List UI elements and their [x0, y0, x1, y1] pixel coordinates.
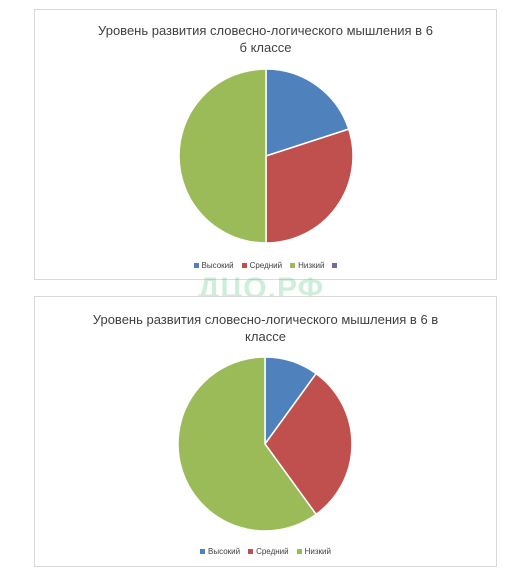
legend-swatch: [248, 549, 254, 554]
legend-label: Низкий: [298, 261, 325, 270]
legend: Высокий Средний Низкий: [35, 261, 496, 270]
chart-title-line: классе: [245, 329, 286, 344]
legend-label: Низкий: [304, 547, 331, 556]
chart-title: Уровень развития словесно-логического мы…: [83, 22, 448, 56]
legend-item-low: Низкий: [296, 547, 331, 556]
legend-item-high: Высокий: [200, 547, 240, 556]
legend-swatch: [290, 263, 296, 268]
chart-title-line: б классе: [239, 40, 292, 55]
pie-chart-6v: Уровень развития словесно-логического мы…: [34, 296, 497, 567]
legend-swatch: [296, 549, 302, 554]
legend: Высокий Средний Низкий: [35, 547, 496, 556]
legend-item-series-3: [332, 263, 338, 268]
legend-label: Средний: [256, 547, 289, 556]
legend-item-medium: Средний: [241, 261, 283, 270]
legend-item-low: Низкий: [290, 261, 324, 270]
pie-slice-low: [178, 68, 267, 244]
chart-title: Уровень развития словесно-логического мы…: [75, 311, 456, 345]
pie-slice-high: [265, 68, 350, 158]
legend-swatch: [193, 263, 199, 268]
legend-swatch: [200, 549, 206, 554]
legend-label: Высокий: [208, 547, 241, 556]
pie-slice-low: [177, 356, 318, 532]
chart-title-line: Уровень развития словесно-логического мы…: [98, 23, 433, 38]
chart-title-line: Уровень развития словесно-логического мы…: [92, 312, 439, 327]
legend-label: Высокий: [201, 261, 234, 270]
pie-plot-area: [178, 68, 354, 244]
pie-slice-medium: [264, 372, 353, 516]
pie-plot-area: [177, 356, 353, 532]
legend-swatch: [332, 263, 338, 268]
legend-item-high: Высокий: [193, 261, 234, 270]
pie-slice-medium: [265, 128, 354, 244]
legend-swatch: [241, 263, 247, 268]
legend-label: Средний: [249, 261, 283, 270]
legend-item-medium: Средний: [248, 547, 289, 556]
pie-chart-6b: Уровень развития словесно-логического мы…: [34, 9, 497, 280]
